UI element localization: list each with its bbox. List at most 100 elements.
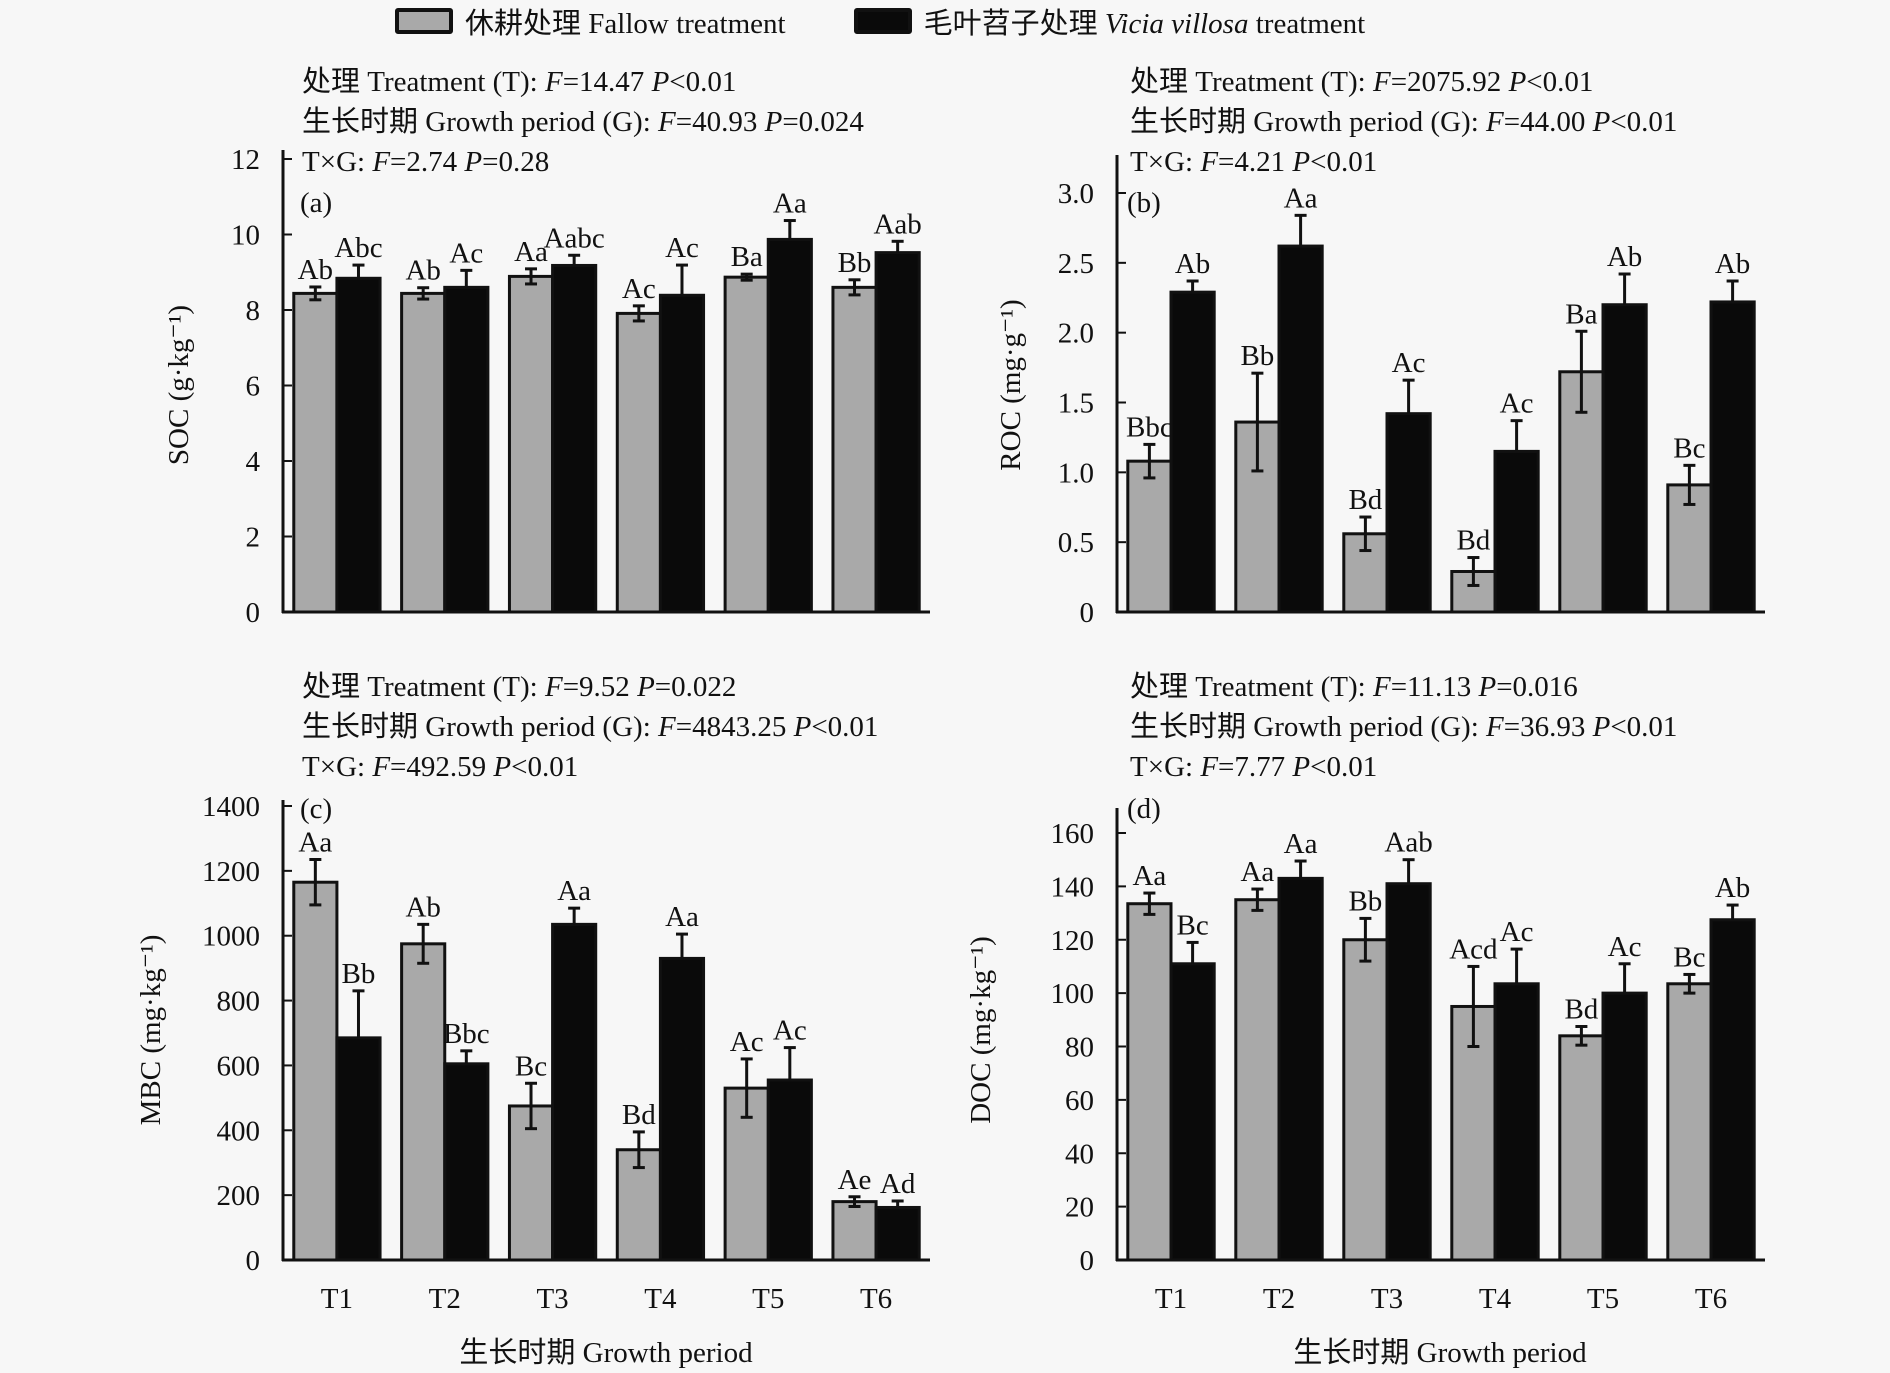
stats-d: 处理 Treatment (T): F=11.13 P=0.016 生长时期 G… bbox=[1130, 667, 1677, 787]
bar-vicia-T3 bbox=[551, 922, 598, 1262]
significance-label: Aabc bbox=[544, 222, 605, 254]
significance-label: Aa bbox=[1240, 856, 1274, 888]
bar-fallow-T2 bbox=[400, 291, 447, 614]
bar-vicia-T3 bbox=[551, 263, 598, 614]
bar-fallow-T5 bbox=[723, 275, 770, 614]
significance-label: Ac bbox=[622, 273, 656, 305]
significance-label: Aa bbox=[1284, 828, 1318, 860]
stats-interaction: T×G: F=2.74 P=0.28 bbox=[302, 146, 550, 178]
significance-label: Ab bbox=[298, 254, 333, 286]
significance-label: Ac bbox=[730, 1026, 764, 1058]
bar-vicia-T2 bbox=[443, 285, 490, 614]
y-axis-label: ROC (mg·g⁻¹) bbox=[995, 299, 1027, 470]
legend-item-vicia: 毛叶苕子处理 Vicia villosa treatment bbox=[853, 0, 1365, 42]
significance-label: Ac bbox=[449, 237, 483, 269]
significance-label: Ab bbox=[1607, 241, 1642, 273]
x-tick-label: T1 bbox=[321, 1283, 353, 1315]
bar-vicia-T4 bbox=[658, 293, 706, 614]
bar-vicia-T5 bbox=[766, 1078, 813, 1262]
significance-label: Ac bbox=[1608, 931, 1642, 963]
y-tick-label: 10 bbox=[231, 220, 260, 252]
bar-vicia-T6 bbox=[874, 1205, 921, 1262]
significance-label: Bb bbox=[1348, 885, 1382, 917]
bar-vicia-T4 bbox=[658, 956, 706, 1262]
significance-label: Ad bbox=[880, 1168, 916, 1200]
bar-vicia-T5 bbox=[766, 237, 813, 614]
stats-b: 处理 Treatment (T): F=2075.92 P<0.01 生长时期 … bbox=[1130, 62, 1677, 182]
x-tick-label: T3 bbox=[536, 1283, 568, 1315]
bar-fallow-T6 bbox=[1666, 982, 1713, 1262]
y-tick-label: 1400 bbox=[202, 791, 260, 823]
y-tick-label: 600 bbox=[217, 1050, 261, 1082]
significance-label: Bc bbox=[1673, 432, 1705, 464]
significance-label: Abc bbox=[334, 232, 382, 264]
y-tick-label: 4 bbox=[246, 446, 261, 478]
y-tick-label: 2.5 bbox=[1058, 248, 1094, 280]
bar-fallow-T1 bbox=[1126, 902, 1173, 1262]
significance-label: Bbc bbox=[443, 1018, 490, 1050]
x-tick-label: T5 bbox=[752, 1283, 784, 1315]
panel-label: (d) bbox=[1127, 793, 1161, 825]
significance-label: Ab bbox=[1175, 248, 1210, 280]
x-tick-label: T1 bbox=[1155, 1283, 1187, 1315]
significance-label: Ab bbox=[1715, 872, 1750, 904]
significance-label: Aa bbox=[514, 236, 548, 268]
x-tick-label: T4 bbox=[644, 1283, 677, 1315]
bar-fallow-T6 bbox=[831, 285, 878, 614]
legend-item-fallow: 休耕处理 Fallow treatment bbox=[395, 0, 786, 42]
significance-label: Ae bbox=[838, 1164, 872, 1196]
bar-vicia-T6 bbox=[874, 251, 921, 614]
stats-a: 处理 Treatment (T): F=14.47 P<0.01 生长时期 Gr… bbox=[302, 62, 864, 182]
y-tick-label: 0.5 bbox=[1058, 527, 1094, 559]
bar-vicia-T2 bbox=[1277, 876, 1324, 1262]
significance-label: Bc bbox=[1176, 909, 1208, 941]
significance-label: Aa bbox=[1284, 182, 1318, 214]
y-tick-label: 40 bbox=[1065, 1138, 1094, 1170]
significance-label: Bb bbox=[838, 247, 872, 279]
y-axis-label: SOC (g·kg⁻¹) bbox=[163, 305, 195, 465]
stats-interaction: T×G: F=492.59 P<0.01 bbox=[302, 751, 579, 783]
y-tick-label: 120 bbox=[1051, 925, 1095, 957]
y-tick-label: 100 bbox=[1051, 978, 1095, 1010]
significance-label: Bc bbox=[515, 1050, 547, 1082]
y-tick-label: 0 bbox=[246, 1245, 261, 1277]
chart-panel-d: 0 20 40 60 80 100 120 140 160 (d) DOC (mg·kg⁻¹) Aa B… bbox=[965, 793, 1765, 1369]
bar-vicia-T3 bbox=[1385, 882, 1432, 1262]
bar-vicia-T1 bbox=[335, 1036, 382, 1262]
significance-label: Ab bbox=[1715, 248, 1750, 280]
vicia-swatch bbox=[853, 8, 912, 34]
y-tick-label: 0 bbox=[1080, 597, 1095, 629]
y-tick-label: 1.5 bbox=[1058, 388, 1094, 420]
significance-label: Bbc bbox=[1126, 411, 1173, 443]
x-tick-label: T5 bbox=[1587, 1283, 1619, 1315]
significance-label: Bd bbox=[1456, 525, 1490, 557]
bar-fallow-T3 bbox=[1342, 938, 1389, 1262]
y-tick-label: 8 bbox=[246, 295, 261, 327]
stats-growth: 生长时期 Growth period (G): F=4843.25 P<0.01 bbox=[302, 711, 879, 743]
x-tick-label: T3 bbox=[1371, 1283, 1403, 1315]
y-axis-label: DOC (mg·kg⁻¹) bbox=[965, 936, 997, 1124]
bar-fallow-T1 bbox=[292, 291, 339, 614]
significance-label: Aa bbox=[1132, 860, 1166, 892]
significance-label: Ac bbox=[773, 1015, 807, 1047]
bar-vicia-T5 bbox=[1601, 303, 1648, 614]
y-tick-label: 160 bbox=[1051, 818, 1095, 850]
x-tick-label: T6 bbox=[860, 1283, 892, 1315]
significance-label: Ac bbox=[665, 232, 699, 264]
y-axis-label: MBC (mg·kg⁻¹) bbox=[135, 935, 167, 1126]
bar-fallow-T5 bbox=[1558, 1034, 1605, 1262]
y-tick-label: 140 bbox=[1051, 871, 1095, 903]
panel-label: (b) bbox=[1127, 187, 1161, 219]
stats-treatment: 处理 Treatment (T): F=11.13 P=0.016 bbox=[1130, 671, 1578, 703]
y-tick-label: 2.0 bbox=[1058, 318, 1094, 350]
chart-panel-b: 0 0.5 1.0 1.5 2.0 2.5 3.0 (b) ROC (mg·g⁻¹) Bbc Ab B… bbox=[995, 155, 1765, 629]
y-tick-label: 6 bbox=[246, 371, 261, 403]
y-tick-label: 0 bbox=[246, 597, 261, 629]
stats-growth: 生长时期 Growth period (G): F=40.93 P=0.024 bbox=[302, 106, 864, 138]
stats-treatment: 处理 Treatment (T): F=2075.92 P<0.01 bbox=[1130, 66, 1594, 98]
bar-vicia-T1 bbox=[1169, 290, 1216, 614]
bar-vicia-T3 bbox=[1385, 412, 1432, 614]
significance-label: Aab bbox=[1384, 827, 1432, 859]
significance-label: Bd bbox=[1348, 484, 1382, 516]
significance-label: Ac bbox=[1500, 388, 1534, 420]
